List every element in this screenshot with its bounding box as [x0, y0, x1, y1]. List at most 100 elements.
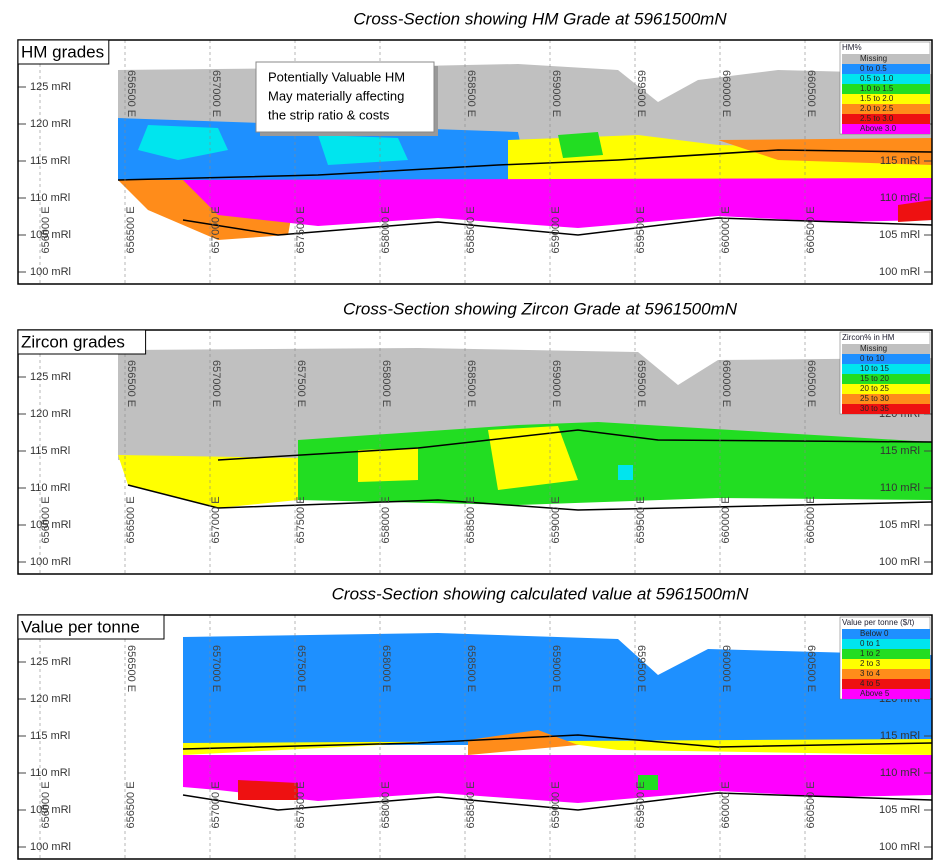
- grade-zone: [638, 775, 658, 790]
- cross-section: 656000 E 656500 E 656500 E 657000 E 657000 E…: [17, 614, 933, 860]
- easting-label: 660000 E: [720, 781, 732, 828]
- legend-swatch: [842, 374, 930, 384]
- grade-zone: [138, 125, 228, 160]
- legend-swatch: [842, 94, 930, 104]
- easting-label: 660500 E: [805, 781, 817, 828]
- legend-item: 0 to 10: [860, 354, 885, 363]
- callout-text: May materially affecting: [268, 88, 404, 103]
- elevation-label: 125 mRl: [30, 371, 71, 383]
- easting-label: 657000 E: [210, 645, 222, 692]
- legend-item: 3 to 4: [860, 669, 881, 678]
- horizon-line: [182, 734, 932, 750]
- easting-label: 660500 E: [805, 360, 817, 407]
- callout-box: [255, 61, 435, 133]
- easting-label: 656000 E: [40, 496, 52, 543]
- elevation-label: 110 mRl: [880, 192, 920, 204]
- legend-swatch: [842, 64, 930, 74]
- easting-label: 656500 E: [125, 70, 137, 117]
- cross-section: 656000 E 656500 E 656500 E 657000 E 657000 E…: [17, 39, 933, 285]
- grade-zone: [318, 135, 408, 165]
- elevation-label: 110 mRl: [880, 482, 920, 494]
- easting-label: 659000 E: [550, 496, 562, 543]
- easting-label: 659500 E: [635, 645, 647, 692]
- horizon-line: [182, 217, 932, 236]
- easting-label: 656500 E: [125, 645, 137, 692]
- elevation-label: 100 mRl: [879, 266, 920, 278]
- callout-text: Potentially Valuable HM: [268, 69, 405, 84]
- easting-label: 660500 E: [805, 206, 817, 253]
- easting-label: 656500 E: [125, 360, 137, 407]
- legend-item: 2 to 3: [860, 659, 881, 668]
- easting-label: 659000 E: [550, 360, 562, 407]
- grade-zone: [488, 426, 578, 490]
- legend-swatch: [842, 114, 930, 124]
- easting-label: 658000 E: [380, 360, 392, 407]
- easting-label: 657000 E: [210, 360, 222, 407]
- legend-item: 2.5 to 3.0: [860, 114, 894, 123]
- elevation-label: 100 mRl: [879, 841, 920, 853]
- elevation-label: 105 mRl: [30, 519, 71, 531]
- legend-item: 0.5 to 1.0: [860, 74, 894, 83]
- easting-label: 658500 E: [465, 70, 477, 117]
- horizon-line: [182, 792, 932, 811]
- elevation-label: 125 mRl: [30, 81, 71, 93]
- easting-label: 657000 E: [210, 496, 222, 543]
- legend-item: 0 to 1: [860, 639, 881, 648]
- easting-label: 658500 E: [465, 496, 477, 543]
- horizon-line: [127, 484, 932, 511]
- elevation-label: 115 mRl: [30, 730, 70, 742]
- easting-label: 660000 E: [720, 360, 732, 407]
- easting-label: 659500 E: [635, 781, 647, 828]
- grade-zone: [183, 633, 932, 745]
- callout: Potentially Valuable HM May materially af…: [255, 61, 438, 136]
- grade-zone: [358, 448, 418, 482]
- panel-label: HM grades: [17, 39, 110, 65]
- panel-label: Zircon grades: [17, 329, 147, 355]
- label-text: Zircon grades: [21, 332, 125, 351]
- easting-label: 656500 E: [125, 781, 137, 828]
- legend-item: 25 to 30: [860, 394, 889, 403]
- legend-title: Zircon% in HM: [842, 333, 895, 342]
- legend-item: Above 3.0: [860, 124, 897, 133]
- elevation-label: 115 mRl: [30, 445, 70, 457]
- legend-swatch: [842, 394, 930, 404]
- legend-swatch: [842, 74, 930, 84]
- section-body: 656000 E 656500 E 656500 E 657000 E 657000 E…: [18, 330, 932, 574]
- easting-label: 660500 E: [805, 645, 817, 692]
- panel-label: Value per tonne: [17, 614, 165, 640]
- panel-title: Cross-Section showing calculated value a…: [332, 584, 749, 603]
- section-body: 656000 E 656500 E 656500 E 657000 E 657000 E…: [18, 615, 932, 859]
- elevation-label: 100 mRl: [879, 556, 920, 568]
- easting-label: 657500 E: [295, 206, 307, 253]
- easting-label: 660000 E: [720, 206, 732, 253]
- easting-label: 659000 E: [550, 645, 562, 692]
- legend-swatch: [842, 689, 930, 699]
- easting-label: 657000 E: [210, 70, 222, 117]
- callout-text: the strip ratio & costs: [268, 107, 390, 122]
- easting-label: 659500 E: [635, 206, 647, 253]
- legend-item: 2.0 to 2.5: [860, 104, 894, 113]
- elevation-label: 110 mRl: [30, 192, 70, 204]
- legend-swatch: [842, 629, 930, 639]
- legend-swatch: [842, 104, 930, 114]
- easting-label: 657500 E: [295, 781, 307, 828]
- horizon-line: [217, 429, 932, 461]
- elevation-label: 115 mRl: [30, 155, 70, 167]
- elevation-label: 105 mRl: [30, 229, 71, 241]
- elevation-label: 115 mRl: [880, 730, 920, 742]
- elevation-label: 120 mRl: [30, 118, 71, 130]
- panel-title: Cross-Section showing HM Grade at 596150…: [353, 9, 727, 28]
- legend-swatch: [842, 364, 930, 374]
- legend-title: HM%: [842, 43, 862, 52]
- elevation-label: 100 mRl: [30, 266, 71, 278]
- easting-label: 656500 E: [125, 206, 137, 253]
- legend-item: Above 5: [860, 689, 890, 698]
- label-box: [17, 329, 147, 355]
- easting-label: 658000 E: [380, 206, 392, 253]
- easting-label: 660000 E: [720, 70, 732, 117]
- grade-zone: [238, 780, 298, 800]
- grade-zone: [508, 135, 932, 180]
- legend-item: Below 0: [860, 629, 889, 638]
- easting-label: 657500 E: [295, 645, 307, 692]
